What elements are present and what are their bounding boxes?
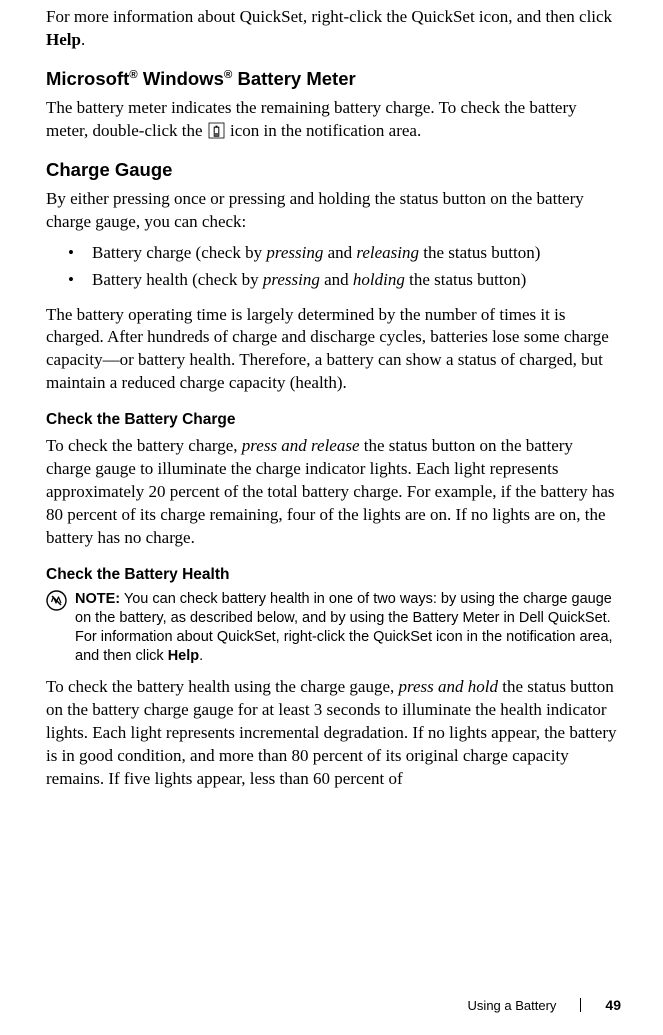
check-health-para: To check the battery health using the ch… <box>46 676 621 791</box>
footer-separator <box>580 998 581 1012</box>
intro-paragraph: For more information about QuickSet, rig… <box>46 6 621 52</box>
intro-text-pre: For more information about QuickSet, rig… <box>46 7 612 26</box>
bullet1-pre: Battery charge (check by <box>92 243 266 262</box>
bullet1-post: the status button) <box>419 243 540 262</box>
intro-text-post: . <box>81 30 85 49</box>
heading-check-health: Check the Battery Health <box>46 566 621 584</box>
check-charge-italic: press and release <box>242 436 360 455</box>
charge-gauge-para1: By either pressing once or pressing and … <box>46 188 621 234</box>
note-label: NOTE: <box>75 591 120 607</box>
footer-chapter: Using a Battery <box>468 998 557 1013</box>
check-health-pre: To check the battery health using the ch… <box>46 677 399 696</box>
bullet-battery-health: Battery health (check by pressing and ho… <box>46 269 621 292</box>
battery-meter-paragraph: The battery meter indicates the remainin… <box>46 97 621 143</box>
battery-icon <box>208 122 225 139</box>
bullet2-i1: pressing <box>263 270 320 289</box>
bullet1-i1: pressing <box>266 243 323 262</box>
bullet1-mid: and <box>323 243 356 262</box>
check-health-italic: press and hold <box>399 677 499 696</box>
note-body-help: Help <box>168 648 199 664</box>
battery-meter-text-post: icon in the notification area. <box>226 121 421 140</box>
reg-mark-1: ® <box>129 69 137 81</box>
heading-part-microsoft: Microsoft <box>46 68 129 89</box>
bullet2-i2: holding <box>353 270 405 289</box>
charge-gauge-bullets: Battery charge (check by pressing and re… <box>46 242 621 292</box>
heading-battery-meter: Microsoft® Windows® Battery Meter <box>46 68 621 90</box>
check-charge-para: To check the battery charge, press and r… <box>46 435 621 550</box>
heading-part-battery-meter: Battery Meter <box>232 68 355 89</box>
note-text: NOTE: You can check battery health in on… <box>75 590 621 667</box>
note-icon <box>46 590 67 611</box>
charge-gauge-para2: The battery operating time is largely de… <box>46 304 621 396</box>
footer-page-number: 49 <box>605 997 621 1013</box>
note-body-post: . <box>199 648 203 664</box>
heading-part-windows: Windows <box>138 68 224 89</box>
bullet-battery-charge: Battery charge (check by pressing and re… <box>46 242 621 265</box>
bullet2-post: the status button) <box>405 270 526 289</box>
bullet1-i2: releasing <box>356 243 419 262</box>
heading-charge-gauge: Charge Gauge <box>46 159 621 181</box>
reg-mark-2: ® <box>224 69 232 81</box>
heading-check-charge: Check the Battery Charge <box>46 411 621 429</box>
intro-help-label: Help <box>46 30 81 49</box>
page-footer: Using a Battery 49 <box>468 997 621 1013</box>
bullet2-mid: and <box>320 270 353 289</box>
check-charge-pre: To check the battery charge, <box>46 436 242 455</box>
bullet2-pre: Battery health (check by <box>92 270 263 289</box>
note-body-pre: You can check battery health in one of t… <box>75 591 613 664</box>
note-block: NOTE: You can check battery health in on… <box>46 590 621 667</box>
